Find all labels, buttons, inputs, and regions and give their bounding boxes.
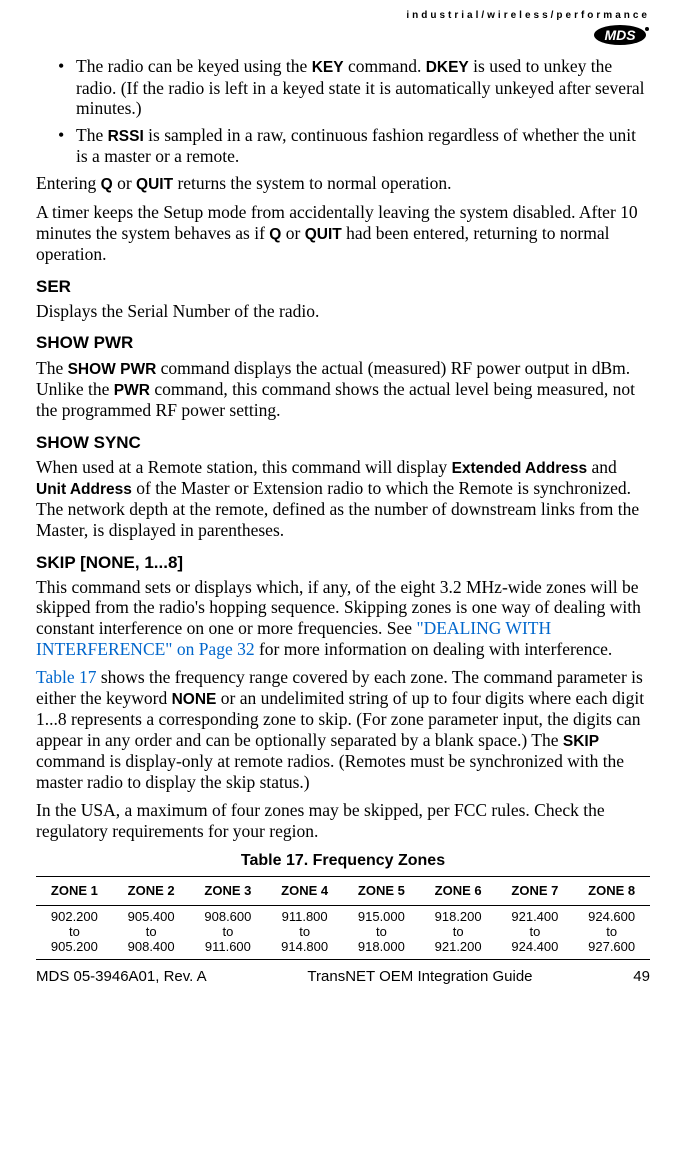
table-header: ZONE 2 — [113, 877, 190, 905]
table-row: 902.200to905.200 905.400to908.400 908.60… — [36, 905, 650, 959]
paragraph-quit1: Entering Q or QUIT returns the system to… — [36, 173, 650, 194]
cmd-skip: SKIP — [563, 733, 599, 750]
cmd-rssi: RSSI — [108, 128, 144, 145]
table-header-row: ZONE 1 ZONE 2 ZONE 3 ZONE 4 ZONE 5 ZONE … — [36, 877, 650, 905]
table-cell: 908.600to911.600 — [190, 905, 267, 959]
table-cell: 905.400to908.400 — [113, 905, 190, 959]
frequency-zones-table: ZONE 1 ZONE 2 ZONE 3 ZONE 4 ZONE 5 ZONE … — [36, 876, 650, 959]
page-footer: MDS 05-3946A01, Rev. A TransNET OEM Inte… — [36, 968, 650, 986]
cmd-show-pwr: SHOW PWR — [68, 361, 157, 378]
cmd-pwr: PWR — [114, 382, 150, 399]
table-header: ZONE 7 — [497, 877, 574, 905]
paragraph-skip-2: Table 17 shows the frequency range cover… — [36, 667, 650, 792]
paragraph-show-pwr: The SHOW PWR command displays the actual… — [36, 358, 650, 421]
cmd-quit: QUIT — [305, 226, 342, 243]
heading-ser: SER — [36, 277, 650, 297]
table-header: ZONE 4 — [266, 877, 343, 905]
cmd-key: KEY — [312, 59, 344, 76]
footer-center: TransNET OEM Integration Guide — [307, 968, 532, 986]
paragraph-skip-3: In the USA, a maximum of four zones may … — [36, 800, 650, 841]
table-header: ZONE 3 — [190, 877, 267, 905]
bullet-item: The radio can be keyed using the KEY com… — [76, 56, 650, 119]
table-cell: 918.200to921.200 — [420, 905, 497, 959]
table-header: ZONE 5 — [343, 877, 420, 905]
page: industrial/wireless/performance MDS The … — [0, 0, 686, 997]
cmd-q: Q — [101, 176, 113, 193]
cmd-dkey: DKEY — [426, 59, 469, 76]
table-cell: 924.600to927.600 — [573, 905, 650, 959]
table-header: ZONE 8 — [573, 877, 650, 905]
footer-left: MDS 05-3946A01, Rev. A — [36, 968, 207, 986]
heading-skip: SKIP [NONE, 1...8] — [36, 553, 650, 573]
link-table17[interactable]: Table 17 — [36, 667, 97, 687]
table-header: ZONE 6 — [420, 877, 497, 905]
brand-header: industrial/wireless/performance MDS — [36, 10, 650, 50]
heading-show-sync: SHOW SYNC — [36, 433, 650, 453]
cmd-quit: QUIT — [136, 176, 173, 193]
heading-show-pwr: SHOW PWR — [36, 333, 650, 353]
paragraph-skip-1: This command sets or displays which, if … — [36, 577, 650, 660]
table-cell: 902.200to905.200 — [36, 905, 113, 959]
paragraph-ser: Displays the Serial Number of the radio. — [36, 301, 650, 322]
table-title: Table 17. Frequency Zones — [36, 852, 650, 871]
paragraph-show-sync: When used at a Remote station, this comm… — [36, 457, 650, 541]
cmd-unit-addr: Unit Address — [36, 481, 132, 498]
bullet-list: The radio can be keyed using the KEY com… — [36, 56, 650, 166]
bullet-item: The RSSI is sampled in a raw, continuous… — [76, 125, 650, 167]
brand-logo: MDS — [590, 24, 650, 51]
paragraph-quit2: A timer keeps the Setup mode from accide… — [36, 202, 650, 265]
cmd-q: Q — [269, 226, 281, 243]
table-header: ZONE 1 — [36, 877, 113, 905]
footer-right: 49 — [633, 968, 650, 986]
svg-text:MDS: MDS — [604, 27, 636, 43]
table-cell: 911.800to914.800 — [266, 905, 343, 959]
cmd-ext-addr: Extended Address — [452, 460, 588, 477]
table-cell: 915.000to918.000 — [343, 905, 420, 959]
table-cell: 921.400to924.400 — [497, 905, 574, 959]
cmd-none: NONE — [172, 691, 217, 708]
brand-tagline: industrial/wireless/performance — [36, 10, 650, 22]
